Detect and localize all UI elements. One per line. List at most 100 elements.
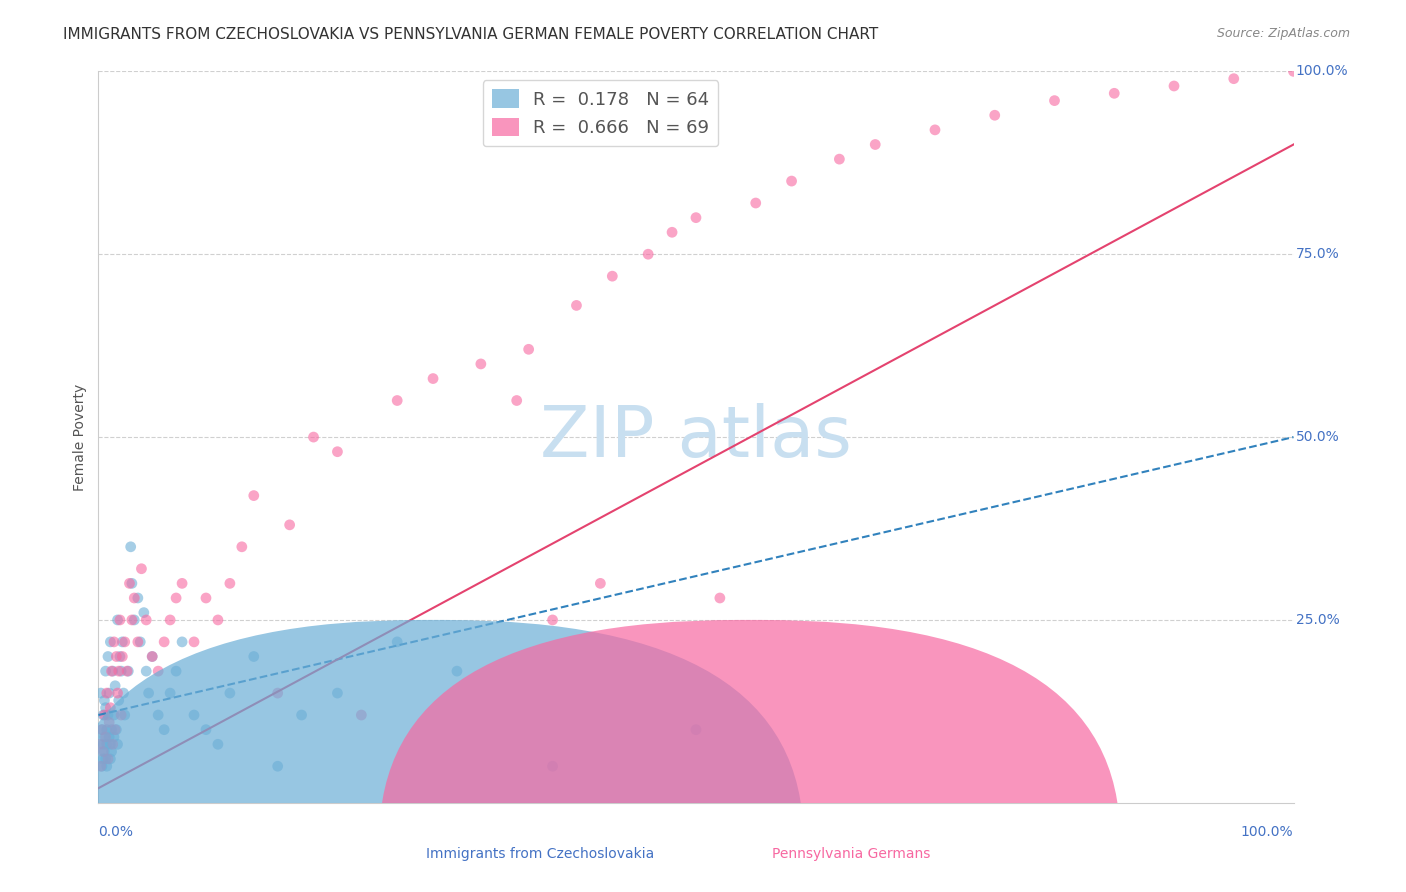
Point (350, 708, 373, 723)
Point (94, 700, 117, 714)
FancyBboxPatch shape (63, 620, 804, 892)
Point (97, 649, 120, 664)
Point (828, 152, 851, 166)
Point (865, 137, 887, 152)
Point (94, 752, 117, 766)
Point (107, 613, 129, 627)
Point (565, 298, 588, 312)
Point (91, 708, 114, 723)
Text: 0.0%: 0.0% (98, 825, 134, 838)
Point (107, 693, 129, 707)
Point (267, 686, 290, 700)
Point (90, 686, 112, 700)
Point (107, 737, 129, 751)
Point (101, 737, 124, 751)
Text: Immigrants from Czechoslovakia: Immigrants from Czechoslovakia (426, 847, 655, 861)
Point (278, 517, 301, 532)
Point (172, 635, 194, 649)
Point (98, 635, 122, 649)
Y-axis label: Female Poverty: Female Poverty (73, 384, 87, 491)
Point (709, 591, 731, 605)
Point (98, 737, 122, 751)
Point (91, 745, 114, 759)
Point (1282, 64, 1305, 78)
Point (103, 730, 125, 744)
Point (100, 723, 122, 737)
Point (103, 635, 125, 649)
Text: ZIP atlas: ZIP atlas (540, 402, 852, 472)
Point (243, 489, 266, 503)
Point (385, 635, 409, 649)
Text: IMMIGRANTS FROM CZECHOSLOVAKIA VS PENNSYLVANIA GERMAN FEMALE POVERTY CORRELATION: IMMIGRANTS FROM CZECHOSLOVAKIA VS PENNSY… (63, 27, 879, 42)
Point (267, 759, 290, 773)
Point (637, 247, 659, 261)
Point (231, 540, 253, 554)
Point (110, 708, 132, 723)
Point (924, 123, 946, 137)
Legend: R =  0.178   N = 64, R =  0.666   N = 69: R = 0.178 N = 64, R = 0.666 N = 69 (482, 80, 718, 146)
Point (93, 730, 115, 744)
Point (159, 613, 181, 627)
Point (108, 649, 131, 664)
Point (91, 737, 114, 751)
Point (100, 664, 122, 678)
Point (97, 752, 120, 766)
Point (115, 664, 138, 678)
Point (127, 635, 149, 649)
Point (101, 664, 124, 678)
Point (107, 686, 129, 700)
Point (98, 752, 122, 766)
Point (132, 606, 155, 620)
Point (422, 371, 444, 385)
Point (165, 664, 187, 678)
Text: Pennsylvania Germans: Pennsylvania Germans (772, 847, 931, 861)
Point (207, 737, 229, 751)
Point (446, 664, 468, 678)
Point (94, 664, 117, 678)
Point (112, 686, 135, 700)
Point (98, 730, 121, 744)
Text: 100.0%: 100.0% (1241, 825, 1294, 838)
Text: 25.0%: 25.0% (1296, 613, 1340, 627)
Point (1163, 78, 1185, 93)
Point (124, 613, 146, 627)
Point (104, 723, 127, 737)
Point (108, 613, 131, 627)
Point (131, 562, 153, 576)
Point (745, 196, 768, 211)
Point (326, 444, 349, 458)
Point (302, 430, 325, 444)
Point (291, 708, 314, 723)
Point (114, 708, 136, 723)
Point (96, 759, 118, 773)
Point (91, 723, 114, 737)
Point (1043, 94, 1066, 108)
Point (96, 737, 118, 751)
Point (93, 708, 115, 723)
Point (780, 174, 803, 188)
Point (91, 752, 114, 766)
Point (541, 613, 564, 627)
Text: 50.0%: 50.0% (1296, 430, 1340, 444)
Text: 75.0%: 75.0% (1296, 247, 1340, 261)
Point (141, 649, 163, 664)
Point (685, 211, 707, 225)
Point (98, 686, 121, 700)
Point (153, 635, 176, 649)
Point (118, 576, 141, 591)
Point (183, 708, 205, 723)
Point (153, 723, 176, 737)
Point (385, 393, 409, 408)
Point (96, 723, 118, 737)
Point (97, 708, 120, 723)
Point (121, 576, 143, 591)
Point (685, 723, 707, 737)
Point (107, 664, 129, 678)
Point (148, 708, 170, 723)
Point (326, 686, 349, 700)
Point (602, 269, 624, 284)
Point (103, 708, 125, 723)
FancyBboxPatch shape (380, 620, 1121, 892)
Point (120, 540, 142, 554)
Point (1223, 71, 1246, 86)
